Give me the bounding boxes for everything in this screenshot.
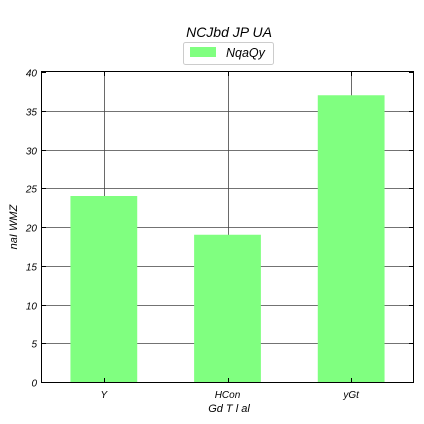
- plot-frame: [41, 71, 414, 383]
- x-tick-label: yGt: [342, 390, 360, 401]
- bars: [70, 95, 385, 382]
- bar-yGt: [317, 95, 385, 382]
- x-tick-label: HCon: [215, 390, 241, 401]
- y-tick-label: 5: [31, 340, 37, 351]
- x-axis-label: Gd T l al: [208, 403, 250, 415]
- y-tick-label: 35: [26, 108, 38, 119]
- y-tick-label: 20: [25, 224, 38, 235]
- y-axis-ticks: 0 5 10 15 20 25 30 35 40: [25, 69, 413, 390]
- y-axis-label: naI WMZ: [8, 203, 20, 249]
- y-tick-label: 0: [31, 379, 37, 390]
- bar-HCon: [194, 234, 261, 382]
- y-tick-label: 10: [26, 302, 38, 313]
- y-tick-label: 40: [26, 69, 38, 80]
- chart-title: NCJbd JP UA: [186, 24, 272, 40]
- x-tick-label: Y: [100, 390, 108, 401]
- legend: NqaQy: [183, 42, 274, 65]
- y-tick-label: 15: [26, 263, 38, 274]
- bar-Y: [70, 196, 138, 382]
- legend-swatch: [190, 47, 216, 57]
- y-tick-label: 30: [26, 147, 38, 158]
- x-axis-ticks: Y HCon yGt: [100, 72, 360, 401]
- y-tick-label: 25: [25, 185, 38, 196]
- legend-label: NqaQy: [226, 46, 266, 60]
